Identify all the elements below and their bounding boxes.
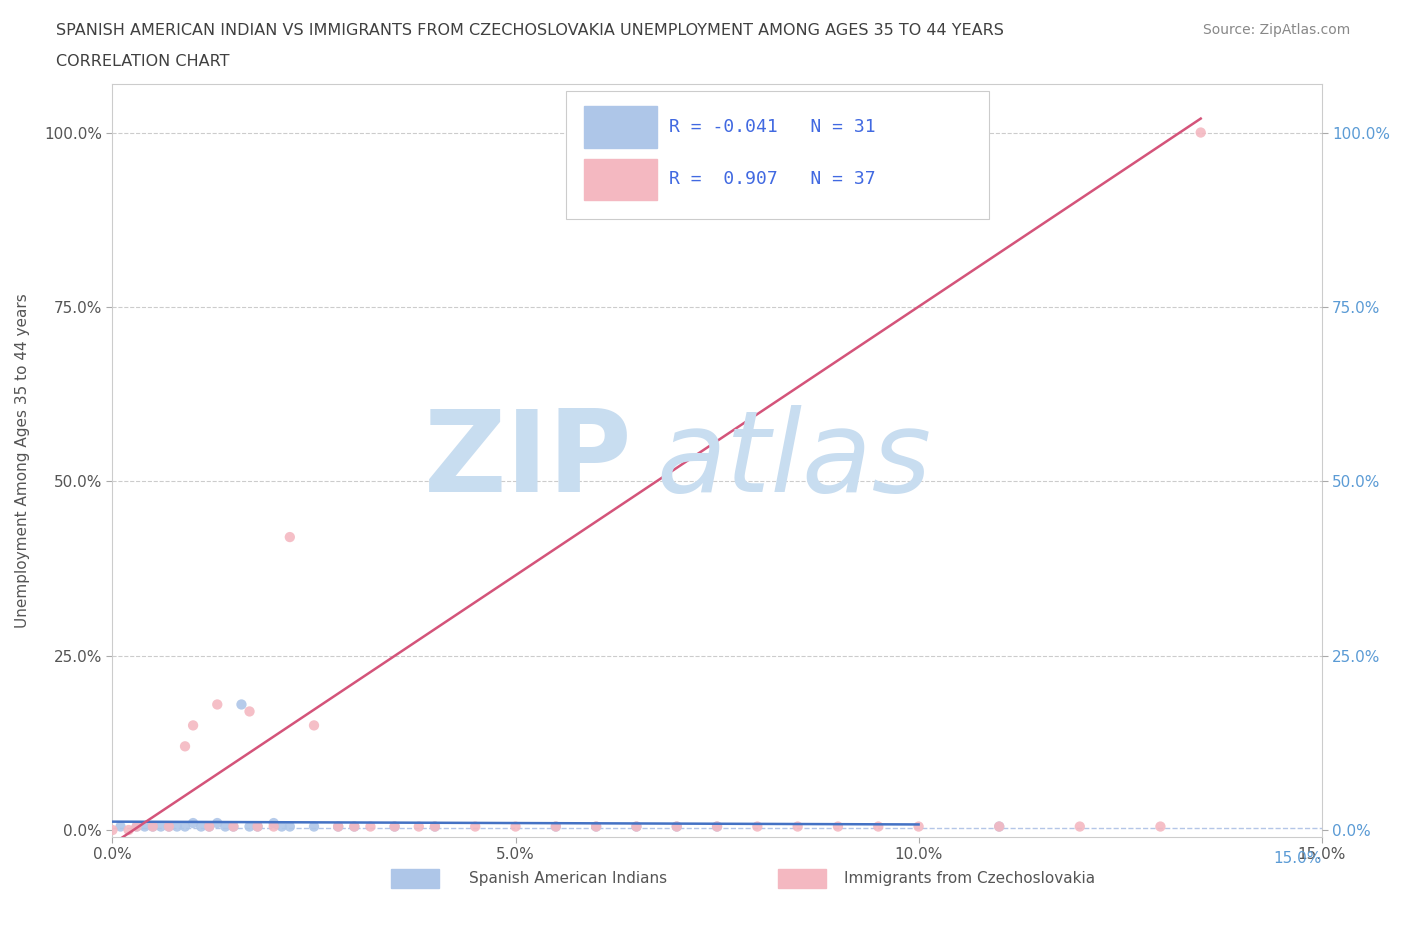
Point bbox=[263, 819, 285, 834]
Point bbox=[207, 816, 229, 830]
Point bbox=[1149, 819, 1171, 834]
Text: Source: ZipAtlas.com: Source: ZipAtlas.com bbox=[1202, 23, 1350, 37]
Point bbox=[665, 819, 688, 834]
Point bbox=[174, 819, 197, 834]
Point bbox=[125, 819, 148, 834]
Point bbox=[157, 819, 180, 834]
Point bbox=[142, 819, 165, 834]
Point bbox=[125, 819, 148, 834]
Point bbox=[166, 819, 188, 834]
Point bbox=[246, 819, 269, 834]
Point bbox=[238, 704, 260, 719]
Text: 15.0%: 15.0% bbox=[1274, 851, 1322, 866]
Point bbox=[278, 819, 301, 834]
Point bbox=[706, 819, 728, 834]
Point bbox=[134, 819, 156, 834]
Point bbox=[181, 718, 204, 733]
Point bbox=[408, 819, 430, 834]
Text: Immigrants from Czechoslovakia: Immigrants from Czechoslovakia bbox=[844, 870, 1095, 886]
Text: SPANISH AMERICAN INDIAN VS IMMIGRANTS FROM CZECHOSLOVAKIA UNEMPLOYMENT AMONG AGE: SPANISH AMERICAN INDIAN VS IMMIGRANTS FR… bbox=[56, 23, 1004, 38]
Bar bbox=[583, 159, 657, 201]
Y-axis label: Unemployment Among Ages 35 to 44 years: Unemployment Among Ages 35 to 44 years bbox=[15, 293, 30, 628]
Point bbox=[988, 819, 1011, 834]
Point bbox=[142, 819, 165, 834]
Point bbox=[174, 738, 197, 753]
Point bbox=[149, 819, 172, 834]
Point bbox=[101, 823, 124, 838]
Point bbox=[110, 819, 132, 834]
Point bbox=[222, 819, 245, 834]
Point bbox=[423, 819, 446, 834]
Point bbox=[157, 819, 180, 834]
Point bbox=[626, 819, 648, 834]
Bar bbox=[391, 870, 439, 888]
Text: ZIP: ZIP bbox=[425, 405, 633, 516]
Text: R = -0.041   N = 31: R = -0.041 N = 31 bbox=[669, 117, 876, 136]
Point bbox=[585, 819, 607, 834]
Point bbox=[988, 819, 1011, 834]
Point bbox=[505, 819, 527, 834]
Point bbox=[907, 819, 929, 834]
Point bbox=[117, 823, 139, 838]
Point bbox=[626, 819, 648, 834]
Point bbox=[270, 819, 292, 834]
Text: CORRELATION CHART: CORRELATION CHART bbox=[56, 54, 229, 69]
Point bbox=[384, 819, 406, 834]
Point bbox=[190, 819, 212, 834]
Bar bbox=[583, 106, 657, 148]
Point bbox=[747, 819, 769, 834]
Point bbox=[544, 819, 567, 834]
Point bbox=[343, 819, 366, 834]
Point bbox=[464, 819, 486, 834]
Point bbox=[384, 819, 406, 834]
Point bbox=[706, 819, 728, 834]
Point bbox=[302, 718, 325, 733]
Point bbox=[198, 819, 221, 834]
Point bbox=[1069, 819, 1091, 834]
Text: Spanish American Indians: Spanish American Indians bbox=[470, 870, 668, 886]
Point bbox=[198, 819, 221, 834]
Point bbox=[1189, 126, 1212, 140]
Point bbox=[827, 819, 849, 834]
Point bbox=[868, 819, 890, 834]
Point bbox=[328, 819, 350, 834]
Text: atlas: atlas bbox=[657, 405, 932, 516]
Point bbox=[246, 819, 269, 834]
Point bbox=[263, 816, 285, 830]
Point bbox=[222, 819, 245, 834]
Point bbox=[359, 819, 381, 834]
Point bbox=[423, 819, 446, 834]
Text: R =  0.907   N = 37: R = 0.907 N = 37 bbox=[669, 170, 876, 189]
Point bbox=[214, 819, 236, 834]
Point bbox=[207, 698, 229, 712]
Point bbox=[181, 816, 204, 830]
Point bbox=[544, 819, 567, 834]
Point bbox=[665, 819, 688, 834]
FancyBboxPatch shape bbox=[565, 91, 990, 219]
Point bbox=[786, 819, 808, 834]
Point bbox=[302, 819, 325, 834]
Bar bbox=[778, 870, 825, 888]
Point bbox=[328, 819, 350, 834]
Point bbox=[343, 819, 366, 834]
Point bbox=[278, 530, 301, 545]
Point bbox=[585, 819, 607, 834]
Point bbox=[238, 819, 260, 834]
Point bbox=[231, 698, 253, 712]
